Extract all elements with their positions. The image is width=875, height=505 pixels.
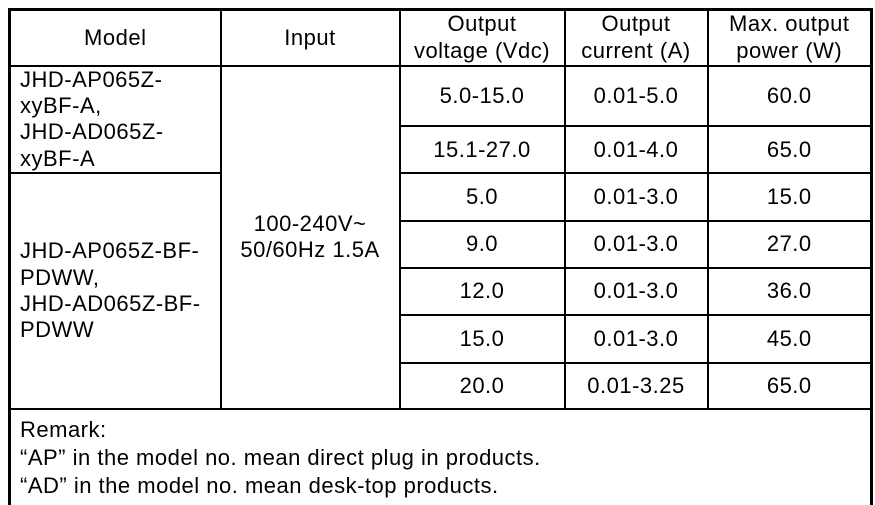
spec-row-6: 15.0 0.01-3.0 45.0: [10, 314, 873, 365]
spec-row-2: 15.1-27.0 0.01-4.0 65.0: [10, 125, 873, 175]
output-voltage-cell: 5.0-15.0: [398, 64, 566, 128]
max-power-cell: 65.0: [706, 125, 873, 175]
output-voltage-cell: 20.0: [398, 362, 566, 411]
power-spec-table: Model Input Output voltage (Vdc) Output …: [8, 8, 873, 505]
max-power-cell: 27.0: [706, 220, 873, 270]
remark-row: Remark: “AP” in the model no. mean direc…: [8, 408, 873, 505]
spec-row-7: 20.0 0.01-3.25 65.0: [10, 362, 873, 411]
spec-row-5: 12.0 0.01-3.0 36.0: [10, 267, 873, 317]
max-power-cell: 60.0: [706, 64, 873, 128]
column-header-max-power: Max. output power (W): [706, 8, 873, 67]
max-power-cell: 45.0: [706, 314, 873, 365]
input-spec-cell: 100-240V~ 50/60Hz 1.5A: [219, 64, 401, 411]
output-current-cell: 0.01-5.0: [563, 64, 709, 128]
model-cell-group-2: JHD-AP065Z-BF- PDWW, JHD-AD065Z-BF- PDWW: [8, 172, 222, 411]
output-voltage-cell: 9.0: [398, 220, 566, 270]
column-header-output-voltage: Output voltage (Vdc): [398, 8, 566, 67]
output-current-cell: 0.01-4.0: [563, 125, 709, 175]
spec-row-3: JHD-AP065Z-BF- PDWW, JHD-AD065Z-BF- PDWW…: [8, 172, 873, 411]
output-current-cell: 0.01-3.25: [563, 362, 709, 411]
header-row: Model Input Output voltage (Vdc) Output …: [8, 8, 873, 67]
remark-cell: Remark: “AP” in the model no. mean direc…: [8, 408, 873, 505]
output-current-cell: 0.01-3.0: [563, 172, 709, 223]
output-voltage-cell: 15.0: [398, 314, 566, 365]
output-current-cell: 0.01-3.0: [563, 314, 709, 365]
spec-row-1: JHD-AP065Z- xyBF-A, JHD-AD065Z- xyBF-A 1…: [8, 64, 873, 411]
output-current-cell: 0.01-3.0: [563, 267, 709, 317]
output-voltage-cell: 12.0: [398, 267, 566, 317]
column-header-input: Input: [219, 8, 401, 67]
spec-row-4: 9.0 0.01-3.0 27.0: [10, 220, 873, 270]
max-power-cell: 65.0: [706, 362, 873, 411]
max-power-cell: 15.0: [706, 172, 873, 223]
column-header-model: Model: [8, 8, 222, 67]
column-header-output-current: Output current (A): [563, 8, 709, 67]
model-cell-group-1: JHD-AP065Z- xyBF-A, JHD-AD065Z- xyBF-A: [8, 64, 222, 175]
max-power-cell: 36.0: [706, 267, 873, 317]
output-current-cell: 0.01-3.0: [563, 220, 709, 270]
output-voltage-cell: 15.1-27.0: [398, 125, 566, 175]
output-voltage-cell: 5.0: [398, 172, 566, 223]
